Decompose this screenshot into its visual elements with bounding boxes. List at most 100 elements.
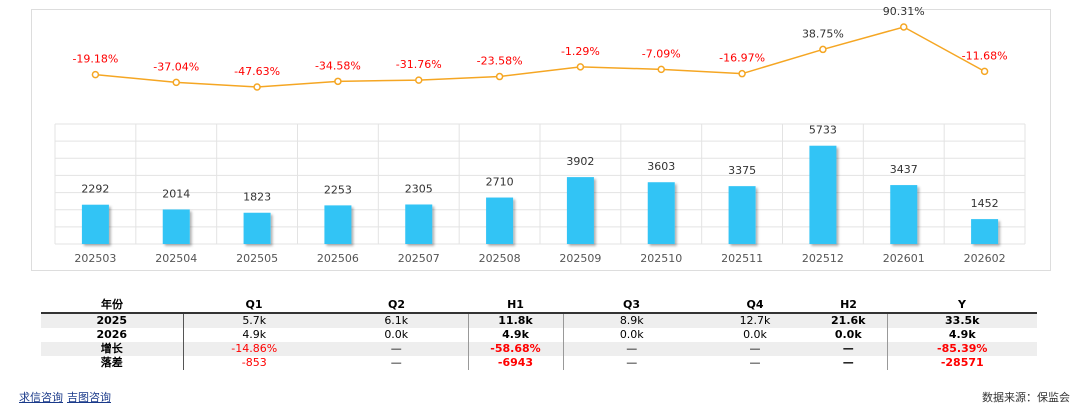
footer-links: 求信咨询 吉图咨询: [19, 389, 115, 405]
data-label: 2253: [324, 183, 352, 196]
table-cell: 33.5k: [886, 313, 1037, 328]
table-cell: 0.0k: [562, 328, 700, 342]
data-label: 1823: [243, 191, 271, 204]
x-tick-label: 202510: [640, 252, 682, 265]
footer-link[interactable]: 吉图咨询: [67, 391, 111, 404]
bar: [405, 204, 433, 244]
data-label: 1452: [971, 197, 999, 210]
bar: [324, 205, 352, 244]
bar: [809, 145, 837, 244]
data-label: 3375: [728, 164, 756, 177]
table-cell: 0.0k: [384, 328, 409, 341]
data-label: -23.58%: [477, 55, 523, 68]
table-cell: 8.9k: [562, 313, 700, 328]
table-cell: 2026: [41, 328, 184, 342]
bar: [728, 186, 756, 244]
chart: -19.18% -37.04% -47.63% -34.58% -31.76% -23.5…: [31, 5, 1051, 271]
table-cell: -14.86%: [183, 342, 325, 356]
table-row: 落差 -853— -6943— — — -28571: [41, 356, 1037, 370]
line-point: [738, 69, 746, 78]
footer-source: 数据来源：保监会: [982, 391, 1070, 404]
bar: [162, 209, 190, 244]
line-point: [980, 67, 989, 76]
table-cell: —: [562, 342, 700, 356]
table-cell: 11.8k: [467, 313, 563, 328]
table-cell: -85.39%: [886, 342, 1037, 356]
table-cell: —: [842, 356, 854, 369]
table-cell: 21.6k: [810, 313, 887, 328]
table-cell: -28571: [886, 356, 1037, 370]
data-label: -7.09%: [642, 47, 681, 60]
data-label: -19.18%: [72, 53, 118, 66]
growth-line: [95, 26, 985, 88]
bar: [566, 177, 594, 244]
data-label: 38.75%: [802, 27, 844, 40]
table-cell: —: [810, 342, 887, 356]
table-cell: 增长: [41, 342, 184, 356]
line-point: [415, 76, 423, 84]
table-cell: 4.9k: [242, 328, 267, 341]
data-label: -37.04%: [153, 60, 199, 73]
x-tick-label: 202503: [74, 252, 116, 265]
table-cell: 0.0k: [834, 328, 862, 341]
chart-frame: [31, 9, 1051, 271]
line-point: [334, 77, 342, 86]
table-cell: 0.0k: [743, 328, 767, 341]
x-tick-label: 202511: [721, 252, 763, 265]
table-cell: 4.9k: [886, 328, 1037, 342]
table-cell: —: [749, 356, 761, 369]
line-point: [657, 65, 665, 74]
table-row: 2025 5.7k 6.1k 11.8k 8.9k 12.7k 21.6k 33.5k: [41, 313, 1037, 328]
data-label: 3603: [647, 160, 675, 173]
table-header: H2: [810, 298, 887, 314]
data-label: -31.76%: [396, 58, 442, 71]
table-header: Q2: [325, 298, 468, 314]
bar: [486, 197, 514, 244]
data-label: -34.58%: [315, 59, 361, 72]
line-point: [91, 70, 100, 79]
table-cell: —: [390, 356, 402, 369]
table-header: H1: [468, 298, 563, 314]
line-point: [819, 45, 827, 54]
x-tick-label: 202507: [398, 252, 440, 265]
x-tick-label: 202508: [479, 252, 521, 265]
table-cell: 12.7k: [700, 313, 810, 328]
data-label: 3437: [890, 163, 918, 176]
x-tick-label: 202602: [964, 252, 1006, 265]
table-cell: —: [325, 342, 468, 356]
data-label: 90.31%: [883, 5, 925, 18]
table-header: Q1: [183, 298, 325, 314]
footer-link[interactable]: 求信咨询: [19, 391, 63, 404]
table-row: 2026 4.9k 0.0k 4.9k 0.0k 0.0k 0.0k 4.9k: [41, 328, 1037, 342]
table-header: Y: [887, 298, 1037, 314]
data-label: 2014: [162, 187, 190, 200]
table-row: 增长 -14.86% — -58.68% — — — -85.39%: [41, 342, 1037, 356]
bar: [890, 185, 918, 244]
bar: [971, 219, 999, 244]
bar: [243, 212, 271, 244]
x-tick-label: 202506: [317, 252, 359, 265]
data-label: -47.63%: [234, 65, 280, 78]
data-label: 3902: [566, 155, 594, 168]
table-cell: —: [562, 356, 700, 370]
line-point: [900, 23, 908, 31]
table-cell: 落差: [41, 356, 184, 370]
line-point: [172, 78, 180, 87]
data-label: -1.29%: [561, 45, 600, 58]
table-cell: 4.9k: [467, 328, 563, 342]
x-tick-label: 202505: [236, 252, 278, 265]
bar: [647, 182, 675, 244]
table-cell: 2025: [41, 313, 184, 328]
table-header: 年份: [41, 298, 183, 314]
bar: [81, 204, 109, 244]
table-header: Q3: [563, 298, 700, 314]
data-label: 2292: [81, 183, 109, 196]
x-tick-label: 202504: [155, 252, 197, 265]
line-point: [495, 72, 504, 81]
table-cell: -853: [241, 356, 267, 369]
table-cell: 5.7k: [183, 313, 325, 328]
x-tick-label: 202509: [559, 252, 601, 265]
table-cell: -6943: [467, 356, 563, 370]
summary-table: 年份 Q1 Q2 H1 Q3 Q4 H2 Y 2025 5.7k 6.1k 11.8k 8.9k 12.…: [41, 298, 1037, 370]
